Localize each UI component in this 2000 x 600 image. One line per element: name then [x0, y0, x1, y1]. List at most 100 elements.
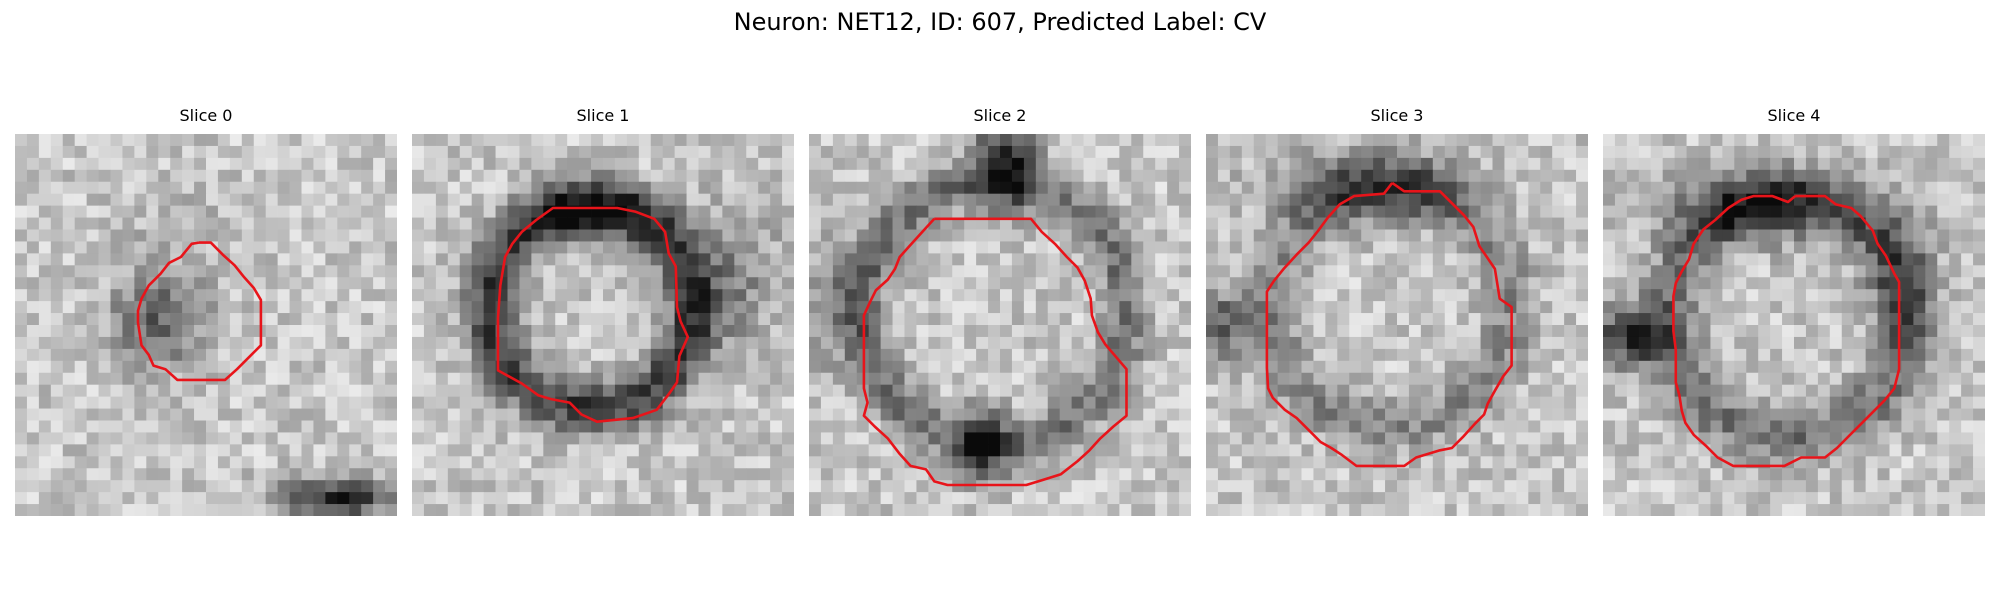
image-pixel	[1528, 325, 1541, 338]
image-pixel	[976, 396, 989, 409]
image-pixel	[1265, 336, 1278, 350]
image-pixel	[1710, 157, 1723, 171]
image-pixel	[1059, 145, 1072, 159]
image-pixel	[519, 301, 532, 314]
image-pixel	[555, 336, 568, 350]
image-pixel	[423, 396, 437, 409]
image-pixel	[1650, 145, 1664, 159]
image-pixel	[686, 241, 699, 254]
image-pixel	[1397, 504, 1410, 516]
image-pixel	[555, 504, 568, 516]
image-pixel	[1444, 193, 1458, 206]
image-pixel	[1229, 217, 1243, 230]
image-pixel	[1480, 444, 1493, 457]
image-pixel	[928, 169, 941, 183]
image-pixel	[1865, 181, 1878, 195]
image-pixel	[1865, 205, 1878, 218]
image-pixel	[988, 289, 1001, 302]
image-pixel	[1119, 145, 1132, 159]
image-pixel	[1265, 289, 1278, 302]
image-pixel	[26, 372, 40, 386]
image-pixel	[74, 504, 87, 516]
image-pixel	[603, 504, 616, 516]
image-pixel	[1468, 444, 1481, 457]
image-pixel	[1770, 157, 1783, 171]
image-pixel	[1373, 396, 1386, 409]
image-pixel	[1782, 408, 1795, 421]
image-pixel	[15, 217, 28, 230]
image-pixel	[1143, 205, 1156, 218]
image-pixel	[614, 229, 628, 242]
image-pixel	[1492, 408, 1505, 421]
image-pixel	[880, 277, 893, 290]
image-pixel	[832, 504, 846, 516]
image-pixel	[1614, 336, 1628, 350]
image-pixel	[1083, 468, 1096, 481]
image-pixel	[1179, 253, 1191, 266]
image-pixel	[1540, 492, 1553, 505]
image-pixel	[686, 277, 699, 290]
image-pixel	[483, 265, 496, 278]
image-pixel	[1528, 277, 1541, 290]
image-pixel	[194, 360, 207, 374]
image-pixel	[1131, 325, 1144, 338]
image-pixel	[459, 277, 473, 290]
image-pixel	[567, 325, 580, 338]
image-pixel	[1301, 217, 1314, 230]
image-pixel	[423, 205, 437, 218]
image-pixel	[1313, 396, 1326, 409]
image-pixel	[1961, 336, 1974, 350]
image-pixel	[158, 456, 171, 469]
image-pixel	[229, 301, 243, 314]
image-pixel	[1901, 277, 1914, 290]
image-pixel	[844, 313, 858, 326]
image-pixel	[1603, 145, 1616, 159]
image-pixel	[349, 360, 362, 374]
image-pixel	[1782, 253, 1795, 266]
image-pixel	[1408, 396, 1422, 409]
image-pixel	[50, 313, 64, 326]
image-pixel	[1889, 384, 1902, 397]
image-pixel	[1746, 181, 1759, 195]
image-pixel	[1023, 157, 1037, 171]
image-pixel	[1805, 456, 1819, 469]
image-pixel	[1734, 289, 1747, 302]
image-pixel	[1432, 384, 1446, 397]
image-pixel	[349, 468, 362, 481]
image-pixel	[301, 181, 314, 195]
image-pixel	[182, 396, 195, 409]
image-pixel	[146, 432, 159, 445]
image-pixel	[543, 384, 556, 397]
image-pixel	[313, 444, 326, 457]
image-pixel	[435, 301, 449, 314]
image-pixel	[892, 217, 905, 230]
image-pixel	[122, 157, 135, 171]
image-pixel	[50, 372, 64, 386]
image-pixel	[579, 372, 592, 386]
image-pixel	[1241, 408, 1255, 421]
image-pixel	[1805, 277, 1819, 290]
image-pixel	[880, 229, 893, 242]
image-pixel	[892, 313, 905, 326]
image-pixel	[385, 492, 397, 505]
image-pixel	[1516, 134, 1529, 147]
image-pixel	[62, 372, 76, 386]
image-pixel	[1877, 277, 1890, 290]
image-pixel	[1961, 348, 1974, 362]
image-pixel	[940, 492, 953, 505]
image-pixel	[435, 277, 449, 290]
image-pixel	[650, 253, 664, 266]
image-pixel	[265, 372, 278, 386]
image-pixel	[1253, 145, 1267, 159]
image-pixel	[373, 468, 386, 481]
image-pixel	[1206, 444, 1219, 457]
image-pixel	[650, 265, 664, 278]
image-pixel	[758, 277, 771, 290]
image-pixel	[289, 336, 302, 350]
image-pixel	[459, 301, 473, 314]
image-pixel	[626, 181, 640, 195]
image-pixel	[638, 193, 652, 206]
image-pixel	[471, 157, 484, 171]
image-pixel	[856, 229, 870, 242]
image-pixel	[1373, 480, 1386, 493]
